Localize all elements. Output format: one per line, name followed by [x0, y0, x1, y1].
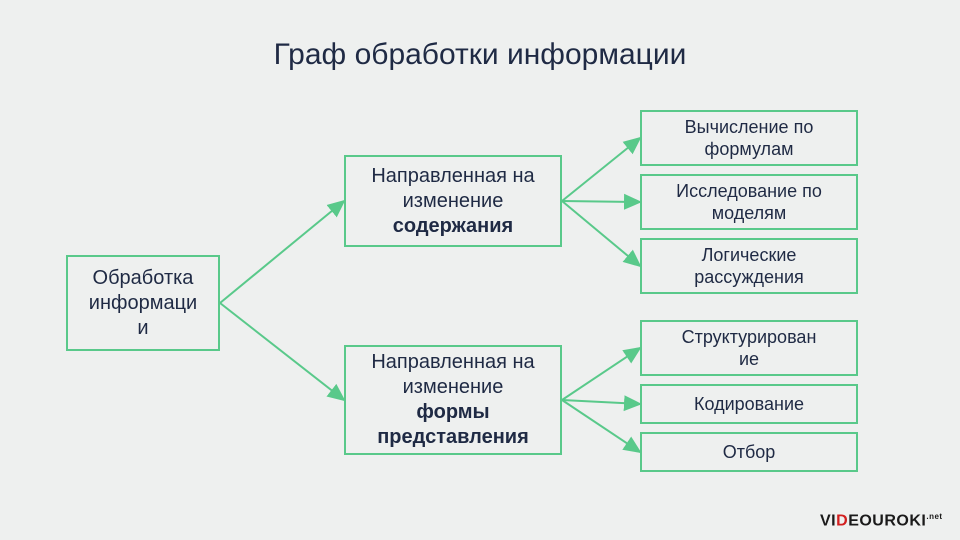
edge-3	[562, 201, 640, 202]
node-leaf_select: Отбор	[640, 432, 858, 472]
edge-4	[562, 201, 640, 266]
edge-0	[220, 201, 344, 303]
edge-7	[562, 400, 640, 452]
node-leaf_formulas: Вычисление поформулам	[640, 110, 858, 166]
edge-6	[562, 400, 640, 404]
node-content: Направленная наизменениесодержания	[344, 155, 562, 247]
node-leaf_struct: Структурирование	[640, 320, 858, 376]
edge-1	[220, 303, 344, 400]
watermark-suffix: .net	[926, 512, 942, 521]
edge-5	[562, 348, 640, 400]
diagram-canvas: Граф обработки информации VIDEOUROKI.net…	[0, 0, 960, 540]
watermark-post: EOUROKI	[848, 512, 926, 529]
edge-2	[562, 138, 640, 201]
node-leaf_coding: Кодирование	[640, 384, 858, 424]
watermark-red: D	[836, 512, 848, 529]
node-root: Обработкаинформации	[66, 255, 220, 351]
node-form: Направленная наизменениеформыпредставлен…	[344, 345, 562, 455]
watermark: VIDEOUROKI.net	[820, 512, 943, 530]
diagram-title: Граф обработки информации	[0, 38, 960, 72]
node-leaf_models: Исследование помоделям	[640, 174, 858, 230]
watermark-pre: VI	[820, 512, 836, 529]
node-leaf_logic: Логическиерассуждения	[640, 238, 858, 294]
